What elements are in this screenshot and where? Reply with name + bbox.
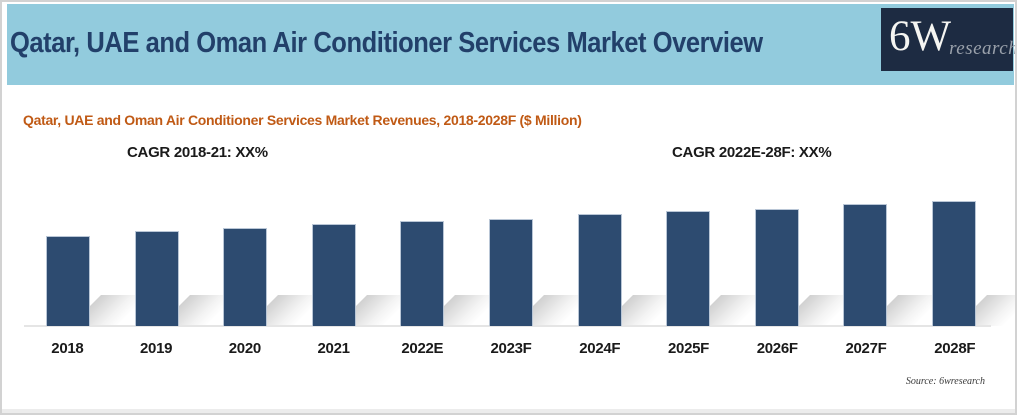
x-axis-label: 2018 (51, 340, 84, 357)
bar-fill (400, 221, 445, 326)
bar-fill (931, 201, 976, 326)
bar (46, 236, 157, 326)
x-axis-label: 2026F (756, 340, 798, 357)
x-axis-label: 2023F (490, 340, 532, 357)
bar (400, 221, 512, 326)
bar-chart (46, 190, 1015, 326)
cagr-2018-21-label: CAGR 2018-21: XX% (127, 144, 268, 161)
x-axis-label: 2024F (579, 340, 621, 357)
bar (577, 214, 689, 326)
bar-fill (134, 231, 179, 326)
x-axis-label: 2022E (401, 340, 444, 357)
header-banner: Qatar, UAE and Oman Air Conditioner Serv… (7, 4, 1015, 85)
bar (931, 201, 1015, 326)
bar-fill (311, 224, 356, 326)
x-axis (24, 325, 991, 327)
logo-research-text: research (949, 38, 1017, 59)
x-axis-label: 2028F (934, 340, 976, 357)
bar-fill (46, 236, 90, 326)
bar-fill (488, 219, 533, 326)
bar (843, 204, 955, 326)
bar (488, 219, 600, 326)
bottom-edge-strip (2, 409, 1015, 413)
x-axis-labels: 2018 2019 2020 2021 2022E 2023F 2024F 2025F 2026… (23, 340, 999, 357)
chart-title: Qatar, UAE and Oman Air Conditioner Serv… (23, 112, 582, 128)
bar (134, 231, 246, 326)
bar-fill (666, 211, 711, 326)
bar (223, 228, 335, 326)
bar-fill (754, 209, 799, 326)
brand-logo: 6W research (881, 8, 1015, 71)
bar (754, 209, 866, 326)
logo-6w-text: 6W (889, 13, 952, 60)
bar-fill (223, 228, 268, 326)
x-axis-label: 2027F (845, 340, 887, 357)
bar (311, 224, 423, 326)
source-note: Source: 6wresearch (905, 376, 985, 387)
bar (666, 211, 778, 326)
bar-fill (577, 214, 622, 326)
x-axis-label: 2020 (228, 340, 261, 357)
cagr-2022e-28f-label: CAGR 2022E-28F: XX% (672, 144, 832, 161)
x-axis-label: 2025F (667, 340, 710, 357)
bar-fill (843, 204, 888, 326)
page-title: Qatar, UAE and Oman Air Conditioner Serv… (10, 26, 763, 59)
x-axis-label: 2019 (140, 340, 173, 357)
x-axis-label: 2021 (317, 340, 350, 357)
